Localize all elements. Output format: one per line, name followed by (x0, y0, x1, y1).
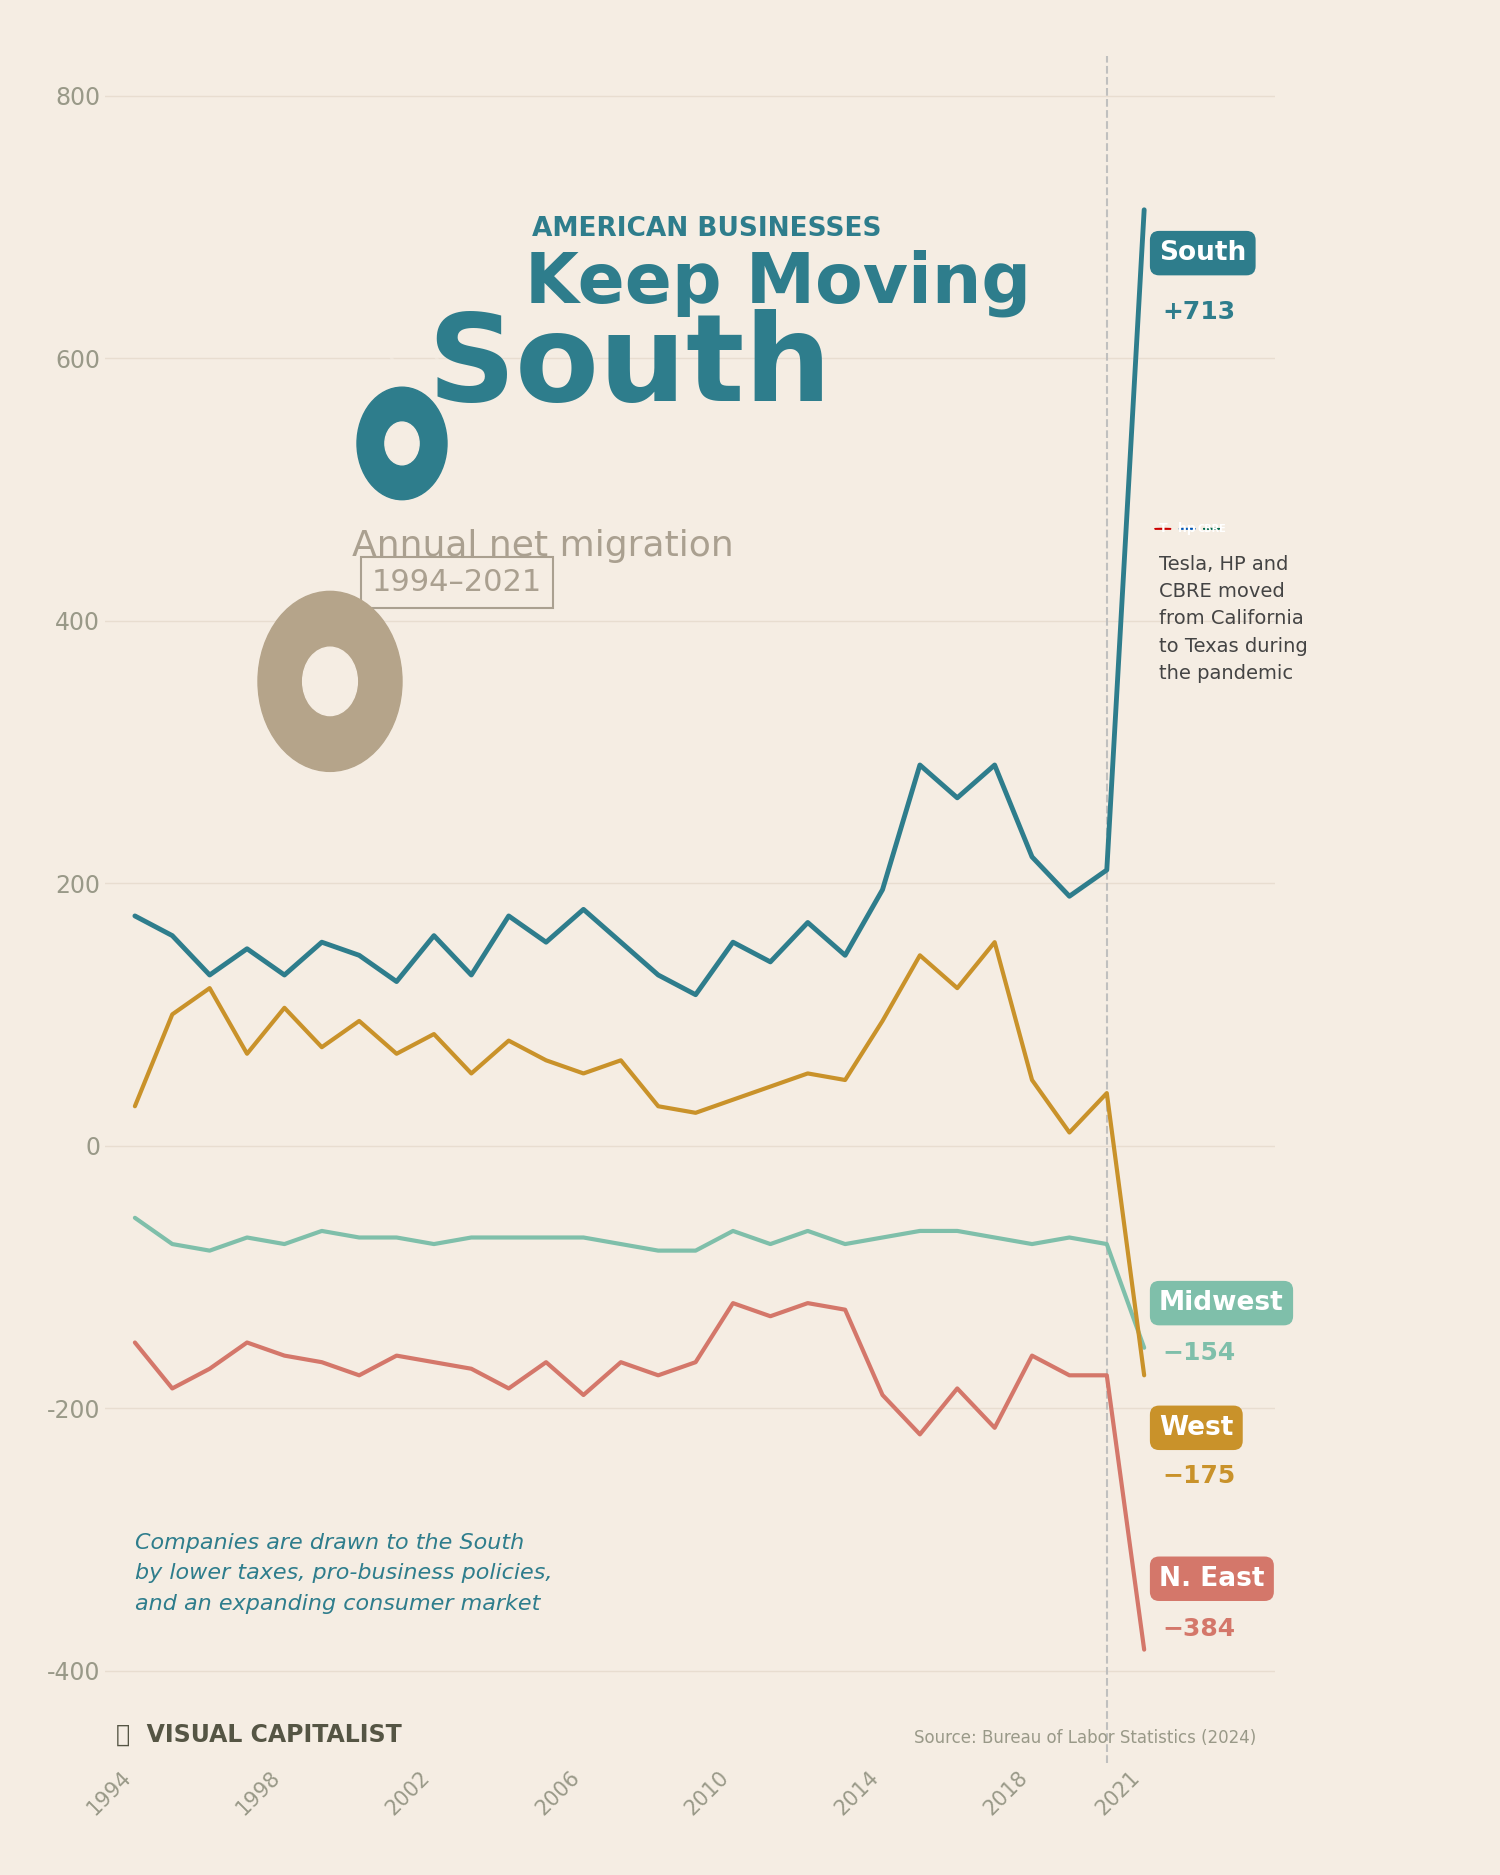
Text: −384: −384 (1162, 1616, 1236, 1641)
Text: South: South (1160, 240, 1246, 266)
Text: 🐾  VISUAL CAPITALIST: 🐾 VISUAL CAPITALIST (116, 1723, 402, 1748)
Text: 1994–2021: 1994–2021 (372, 568, 543, 596)
Text: +713: +713 (1162, 300, 1236, 324)
Text: Tesla, HP and
CBRE moved
from California
to Texas during
the pandemic: Tesla, HP and CBRE moved from California… (1160, 555, 1308, 682)
Text: CBRE: CBRE (1197, 523, 1225, 534)
Text: Midwest: Midwest (1160, 1290, 1284, 1316)
Text: Annual net migration: Annual net migration (352, 529, 735, 562)
Text: Keep Moving: Keep Moving (525, 249, 1030, 317)
Text: hp: hp (1179, 523, 1196, 534)
Text: −175: −175 (1162, 1464, 1236, 1489)
Text: Source: Bureau of Labor Statistics (2024): Source: Bureau of Labor Statistics (2024… (914, 1729, 1257, 1748)
Text: Companies are drawn to the South
by lower taxes, pro-business policies,
and an e: Companies are drawn to the South by lowe… (135, 1532, 552, 1614)
Text: West: West (1160, 1416, 1233, 1440)
Text: T: T (1158, 523, 1167, 534)
Text: −154: −154 (1162, 1341, 1236, 1365)
Text: South: South (427, 309, 832, 426)
Text: AMERICAN BUSINESSES: AMERICAN BUSINESSES (532, 216, 882, 242)
Text: N. East: N. East (1160, 1566, 1264, 1592)
